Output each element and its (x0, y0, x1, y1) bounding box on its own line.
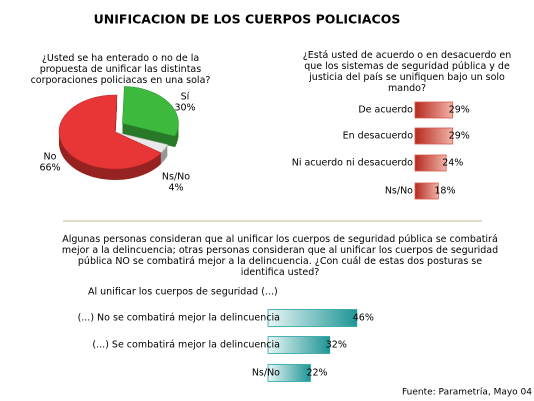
pie-slice (58, 94, 162, 170)
category-label: (...) No se combatirá mejor la delincuen… (78, 313, 280, 324)
value-label: 24% (442, 158, 463, 169)
value-label: 22% (306, 368, 327, 379)
value-label: 32% (326, 340, 347, 351)
question: ¿Usted se ha enterado o no de la propues… (30, 53, 211, 86)
bar (414, 101, 454, 119)
value-label: 4% (168, 183, 183, 194)
value-label: 29% (449, 131, 470, 142)
value-label: 30% (174, 103, 195, 114)
question: Algunas personas consideran que al unifi… (61, 234, 499, 278)
category-label: (...) Se combatirá mejor la delincuencia (92, 340, 280, 351)
question: ¿Está usted de acuerdo o en desacuerdo e… (302, 50, 512, 94)
value-label: 29% (449, 105, 470, 116)
slice-label: Ns/No (162, 172, 190, 183)
category-label: De acuerdo (358, 105, 413, 116)
bar (414, 182, 439, 200)
bar (414, 127, 454, 145)
bar (267, 364, 311, 382)
bar (267, 336, 331, 354)
slice-label: Sí (181, 92, 190, 103)
value-label: 18% (434, 186, 455, 197)
page-title: UNIFICACION DE LOS CUERPOS POLICIACOS (94, 12, 401, 27)
category-label: Ns/No (385, 186, 413, 197)
category-label: Ni acuerdo ni desacuerdo (292, 158, 413, 169)
category-label: En desacuerdo (343, 131, 414, 142)
pie-slice (122, 86, 179, 137)
bar (267, 309, 358, 327)
slice-label: No (44, 152, 57, 163)
value-label: 66% (39, 163, 60, 174)
category-label: Ns/No (252, 368, 280, 379)
bar (414, 154, 447, 172)
source: Fuente: Parametría, Mayo 04 (402, 388, 532, 398)
subtitle: Al unificar los cuerpos de seguridad (..… (88, 287, 278, 298)
value-label: 46% (353, 313, 374, 324)
